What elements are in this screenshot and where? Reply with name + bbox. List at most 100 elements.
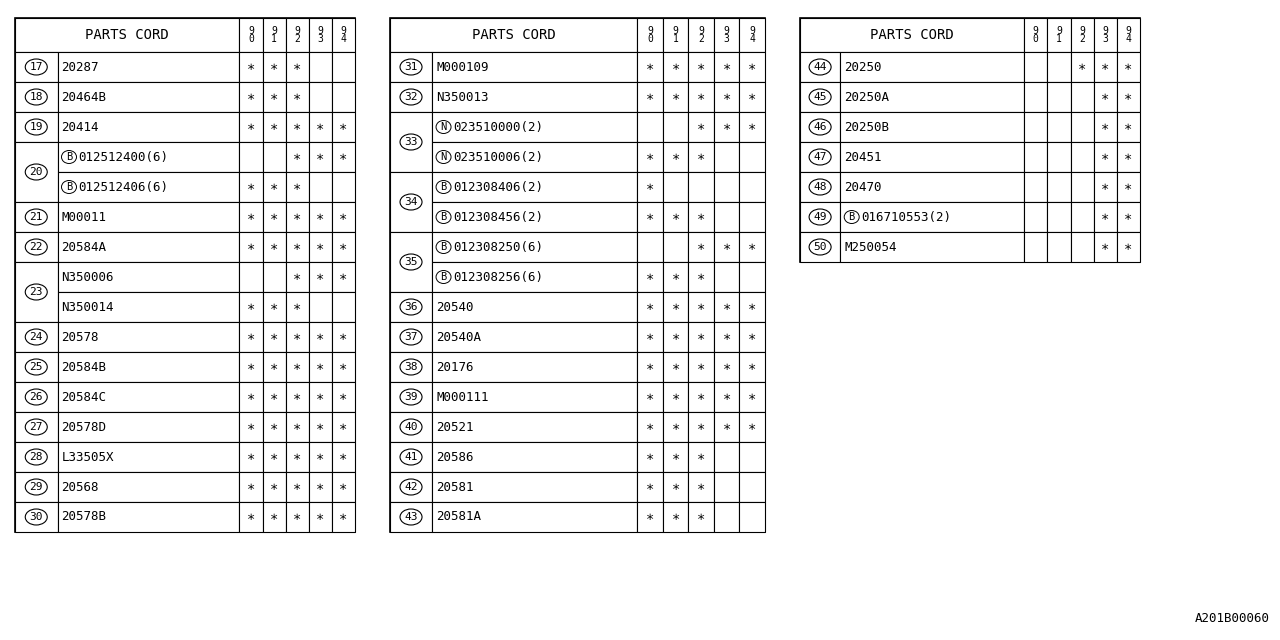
Text: ∗: ∗ xyxy=(247,300,255,314)
Text: 38: 38 xyxy=(404,362,417,372)
Bar xyxy=(285,82,308,112)
Bar xyxy=(689,292,714,322)
Bar xyxy=(714,82,740,112)
Bar xyxy=(689,202,714,232)
Bar xyxy=(390,52,433,82)
Bar xyxy=(262,442,285,472)
Bar xyxy=(714,142,740,172)
Bar xyxy=(1024,18,1047,52)
Text: 9
0: 9 0 xyxy=(648,26,653,44)
Text: ∗: ∗ xyxy=(316,210,325,224)
Bar xyxy=(740,112,765,142)
Bar xyxy=(740,412,765,442)
Bar xyxy=(332,502,355,532)
Text: 18: 18 xyxy=(29,92,44,102)
Text: ∗: ∗ xyxy=(247,210,255,224)
Bar xyxy=(58,172,239,202)
Text: ∗: ∗ xyxy=(270,360,278,374)
Bar xyxy=(840,82,1024,112)
Bar xyxy=(1117,82,1140,112)
Bar xyxy=(1093,112,1117,142)
Bar xyxy=(58,502,239,532)
Text: 20521: 20521 xyxy=(436,420,474,433)
Text: ∗: ∗ xyxy=(316,420,325,434)
Text: 9
3: 9 3 xyxy=(723,26,730,44)
Bar xyxy=(1117,202,1140,232)
Text: ∗: ∗ xyxy=(646,510,654,524)
Text: ∗: ∗ xyxy=(339,420,348,434)
Ellipse shape xyxy=(809,209,831,225)
Bar xyxy=(1093,202,1117,232)
Bar xyxy=(332,142,355,172)
Text: ∗: ∗ xyxy=(646,180,654,194)
Text: ∗: ∗ xyxy=(293,330,301,344)
Text: ∗: ∗ xyxy=(293,240,301,254)
Ellipse shape xyxy=(436,120,451,134)
Bar xyxy=(262,142,285,172)
Bar xyxy=(332,322,355,352)
Bar xyxy=(663,382,689,412)
Text: ∗: ∗ xyxy=(646,210,654,224)
Text: A201B00060: A201B00060 xyxy=(1196,612,1270,625)
Bar xyxy=(285,382,308,412)
Text: ∗: ∗ xyxy=(748,240,756,254)
Bar xyxy=(239,232,262,262)
Bar xyxy=(262,52,285,82)
Text: ∗: ∗ xyxy=(698,300,705,314)
Text: 44: 44 xyxy=(813,62,827,72)
Text: 45: 45 xyxy=(813,92,827,102)
Bar xyxy=(239,262,262,292)
Text: ∗: ∗ xyxy=(247,60,255,74)
Text: ∗: ∗ xyxy=(646,270,654,284)
Ellipse shape xyxy=(61,180,77,193)
Bar xyxy=(15,382,58,412)
Text: ∗: ∗ xyxy=(698,510,705,524)
Text: N350013: N350013 xyxy=(436,90,489,104)
Text: ∗: ∗ xyxy=(1101,210,1110,224)
Text: ∗: ∗ xyxy=(339,510,348,524)
Text: ∗: ∗ xyxy=(316,270,325,284)
Text: 20578B: 20578B xyxy=(61,511,106,524)
Text: 012308406(2): 012308406(2) xyxy=(453,180,543,193)
Bar xyxy=(663,292,689,322)
Text: 19: 19 xyxy=(29,122,44,132)
Ellipse shape xyxy=(61,150,77,163)
Text: ∗: ∗ xyxy=(339,240,348,254)
Text: ∗: ∗ xyxy=(748,60,756,74)
Ellipse shape xyxy=(401,89,422,105)
Text: ∗: ∗ xyxy=(672,90,680,104)
Text: ∗: ∗ xyxy=(698,210,705,224)
Text: ∗: ∗ xyxy=(672,390,680,404)
Bar xyxy=(689,412,714,442)
Text: 31: 31 xyxy=(404,62,417,72)
Text: 9
3: 9 3 xyxy=(1102,26,1108,44)
Bar xyxy=(15,352,58,382)
Text: 023510006(2): 023510006(2) xyxy=(453,150,543,163)
Bar xyxy=(1070,202,1093,232)
Text: ∗: ∗ xyxy=(293,510,301,524)
Bar xyxy=(332,52,355,82)
Bar xyxy=(332,292,355,322)
Bar xyxy=(637,18,663,52)
Bar xyxy=(332,82,355,112)
Text: 016710553(2): 016710553(2) xyxy=(861,211,951,223)
Text: ∗: ∗ xyxy=(672,300,680,314)
Text: ∗: ∗ xyxy=(339,270,348,284)
Text: ∗: ∗ xyxy=(270,210,278,224)
Bar xyxy=(58,232,239,262)
Text: ∗: ∗ xyxy=(646,390,654,404)
Ellipse shape xyxy=(26,479,47,495)
Bar xyxy=(239,322,262,352)
Bar xyxy=(239,82,262,112)
Bar xyxy=(740,52,765,82)
Text: ∗: ∗ xyxy=(316,330,325,344)
Bar xyxy=(663,82,689,112)
Bar xyxy=(1117,52,1140,82)
Ellipse shape xyxy=(436,241,451,253)
Text: 9
1: 9 1 xyxy=(271,26,276,44)
Ellipse shape xyxy=(436,180,451,193)
Text: 42: 42 xyxy=(404,482,417,492)
Text: 012308256(6): 012308256(6) xyxy=(453,271,543,284)
Bar xyxy=(740,442,765,472)
Text: 9
4: 9 4 xyxy=(1125,26,1132,44)
